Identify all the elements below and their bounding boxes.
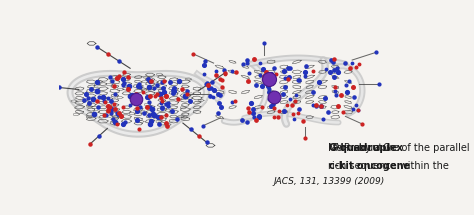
Text: form by a G-: form by a G- bbox=[330, 143, 394, 153]
Polygon shape bbox=[70, 73, 207, 134]
Text: G-quadruplex: G-quadruplex bbox=[329, 143, 404, 153]
Text: NMR structure of the parallel: NMR structure of the parallel bbox=[328, 143, 473, 153]
Text: c-kit oncogene: c-kit oncogene bbox=[329, 161, 410, 171]
Text: rich sequence within the: rich sequence within the bbox=[328, 161, 452, 171]
Text: JACS, 131, 13399 (2009): JACS, 131, 13399 (2009) bbox=[273, 177, 385, 186]
